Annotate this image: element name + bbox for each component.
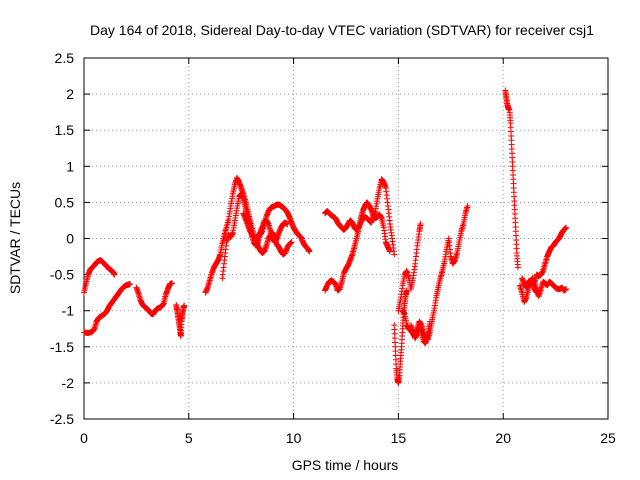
x-tick-label: 10 bbox=[286, 430, 302, 446]
x-axis-label: GPS time / hours bbox=[292, 457, 399, 473]
y-tick-label: 1 bbox=[66, 158, 74, 174]
data-point bbox=[403, 287, 410, 294]
data-point bbox=[417, 221, 424, 228]
series-sat-n bbox=[399, 307, 433, 347]
y-axis-ticks: -2.5 -2 -1.5 -1 -0.5 0 0.5 1 1.5 2 2.5 bbox=[50, 50, 608, 427]
series-sat-g bbox=[240, 210, 291, 246]
series-sat-l bbox=[395, 221, 424, 314]
y-tick-label: 2 bbox=[66, 86, 74, 102]
chart-title: Day 164 of 2018, Sidereal Day-to-day VTE… bbox=[90, 22, 594, 38]
data-point bbox=[563, 286, 570, 293]
data-point bbox=[563, 224, 570, 231]
y-axis-label: SDTVAR / TECUs bbox=[7, 182, 23, 294]
series-sat-j bbox=[322, 176, 398, 258]
data-point bbox=[127, 280, 134, 287]
data-point bbox=[288, 239, 295, 246]
y-tick-label: -1 bbox=[62, 303, 75, 319]
series-sat-a bbox=[81, 257, 118, 296]
grid-lines bbox=[84, 58, 608, 419]
x-tick-label: 20 bbox=[495, 430, 511, 446]
series-sat-r bbox=[519, 275, 542, 296]
series-sat-h bbox=[298, 236, 313, 255]
data-point bbox=[514, 264, 521, 271]
y-tick-label: -0.5 bbox=[50, 267, 74, 283]
data-point bbox=[464, 203, 471, 210]
data-point bbox=[535, 287, 542, 294]
data-point bbox=[111, 271, 118, 278]
x-tick-label: 25 bbox=[600, 430, 616, 446]
series-sat-o bbox=[502, 87, 521, 271]
plot-frame bbox=[83, 57, 609, 420]
series-sat-m bbox=[407, 203, 471, 343]
data-point bbox=[181, 302, 188, 309]
series-sat-c bbox=[133, 280, 176, 318]
y-tick-label: -2 bbox=[62, 375, 75, 391]
series-sat-b bbox=[81, 280, 134, 337]
x-axis-ticks: 0 5 10 15 20 25 bbox=[80, 58, 616, 446]
series-sat-f bbox=[219, 190, 305, 282]
data-point bbox=[169, 280, 176, 287]
series-sat-d bbox=[173, 301, 188, 339]
data-point bbox=[426, 318, 433, 325]
x-tick-label: 5 bbox=[185, 430, 193, 446]
x-tick-label: 0 bbox=[80, 430, 88, 446]
y-tick-label: 1.5 bbox=[55, 122, 75, 138]
series-sat-i bbox=[322, 199, 394, 294]
data-points bbox=[81, 87, 570, 386]
y-tick-label: 0 bbox=[66, 231, 74, 247]
series-sat-q bbox=[531, 224, 570, 285]
x-tick-label: 15 bbox=[391, 430, 407, 446]
data-point bbox=[284, 221, 291, 228]
data-point bbox=[391, 251, 398, 258]
y-tick-label: 2.5 bbox=[55, 50, 75, 66]
y-tick-label: 0.5 bbox=[55, 194, 75, 210]
data-point bbox=[306, 248, 313, 255]
y-tick-label: -1.5 bbox=[50, 339, 74, 355]
y-tick-label: -2.5 bbox=[50, 411, 74, 427]
